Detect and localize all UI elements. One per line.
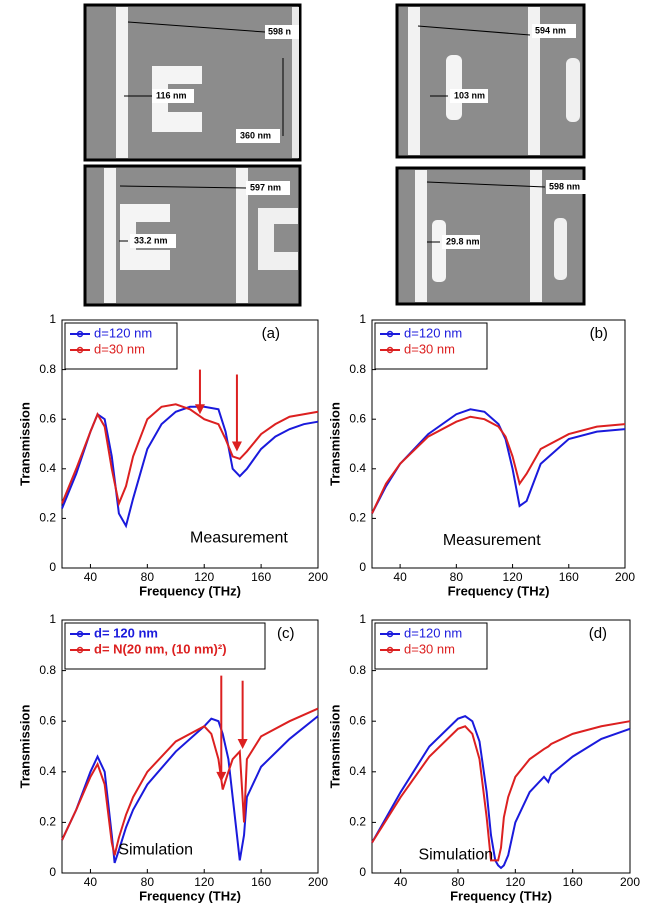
legend-label: d=30 nm (404, 341, 455, 356)
sem-label: 116 nm (156, 90, 187, 100)
x-tick-label: 80 (141, 570, 155, 584)
x-tick-label: 120 (194, 875, 214, 889)
x-axis-title: Frequency (THz) (139, 888, 241, 903)
panel-label: (b) (590, 325, 608, 342)
panel-label: (c) (277, 625, 295, 642)
y-axis-title: Transmission (327, 402, 342, 486)
y-tick-label: 0 (49, 865, 56, 879)
panel-label: (d) (589, 625, 607, 642)
legend-label: d=120 nm (404, 325, 462, 340)
x-tick-label: 120 (503, 570, 523, 584)
y-tick-label: 0.8 (39, 663, 56, 677)
y-tick-label: 0.8 (349, 663, 366, 677)
y-axis-title: Transmission (17, 402, 32, 486)
sem-image: 597 nm 33.2 nm (85, 166, 300, 305)
y-tick-label: 0.4 (349, 461, 366, 475)
y-tick-label: 0.2 (39, 511, 56, 525)
sem-image: 598 nm 29.8 nm (397, 168, 588, 304)
y-tick-label: 1 (359, 312, 366, 326)
x-tick-label: 160 (251, 570, 271, 584)
y-tick-label: 0 (359, 560, 366, 574)
legend-label: d=120 nm (94, 325, 152, 340)
legend-label: d=30 nm (94, 341, 145, 356)
y-axis-title: Transmission (17, 705, 32, 789)
y-tick-label: 0 (49, 560, 56, 574)
x-axis-title: Frequency (THz) (139, 583, 241, 598)
legend-label: d=30 nm (404, 641, 455, 656)
sem-image: 598 n 116 nm 360 nm (85, 5, 300, 160)
y-tick-label: 0.6 (349, 411, 366, 425)
x-tick-label: 40 (84, 875, 98, 889)
sem-label: 360 nm (240, 130, 271, 140)
y-tick-label: 0.4 (39, 461, 56, 475)
x-tick-label: 120 (505, 875, 525, 889)
annotation: Measurement (190, 529, 288, 546)
sem-label: 598 nm (549, 181, 580, 191)
x-tick-label: 200 (308, 570, 328, 584)
x-axis-title: Frequency (THz) (448, 583, 550, 598)
legend-label: d= 120 nm (94, 625, 158, 640)
y-axis-title: Transmission (327, 705, 342, 789)
x-tick-label: 200 (620, 875, 640, 889)
x-tick-label: 120 (194, 570, 214, 584)
sem-image: 594 nm 103 nm (397, 5, 584, 157)
x-tick-label: 80 (451, 875, 465, 889)
legend-label: d=120 nm (404, 625, 462, 640)
y-tick-label: 0.6 (39, 411, 56, 425)
y-tick-label: 0.6 (349, 713, 366, 727)
x-tick-label: 80 (450, 570, 464, 584)
y-tick-label: 1 (49, 312, 56, 326)
y-tick-label: 0.2 (349, 511, 366, 525)
y-tick-label: 0.2 (349, 815, 366, 829)
figure: 598 n 116 nm 360 nm 597 nm 33.2 nm 594 n… (0, 0, 653, 911)
sem-label: 597 nm (250, 182, 281, 192)
y-tick-label: 0.8 (349, 362, 366, 376)
sem-label: 33.2 nm (134, 235, 168, 245)
sem-label: 29.8 nm (446, 236, 480, 246)
x-tick-label: 160 (559, 570, 579, 584)
x-tick-label: 80 (141, 875, 155, 889)
y-tick-label: 0.6 (39, 713, 56, 727)
x-tick-label: 200 (615, 570, 635, 584)
y-tick-label: 0 (359, 865, 366, 879)
y-tick-label: 1 (49, 612, 56, 626)
annotation: Measurement (443, 532, 541, 549)
panel-label: (a) (262, 325, 280, 342)
annotation: Simulation (418, 847, 493, 864)
legend-label: d= N(20 nm, (10 nm)²) (94, 641, 227, 656)
x-tick-label: 40 (393, 570, 407, 584)
x-tick-label: 160 (563, 875, 583, 889)
x-tick-label: 160 (251, 875, 271, 889)
sem-label: 594 nm (535, 25, 566, 35)
sem-label: 103 nm (454, 90, 485, 100)
annotation: Simulation (118, 841, 193, 858)
x-tick-label: 200 (308, 875, 328, 889)
y-tick-label: 0.4 (349, 764, 366, 778)
x-axis-title: Frequency (THz) (450, 888, 552, 903)
y-tick-label: 0.4 (39, 764, 56, 778)
x-tick-label: 40 (84, 570, 98, 584)
x-tick-label: 40 (394, 875, 408, 889)
y-tick-label: 1 (359, 612, 366, 626)
sem-label: 598 n (268, 26, 291, 36)
y-tick-label: 0.8 (39, 362, 56, 376)
y-tick-label: 0.2 (39, 815, 56, 829)
